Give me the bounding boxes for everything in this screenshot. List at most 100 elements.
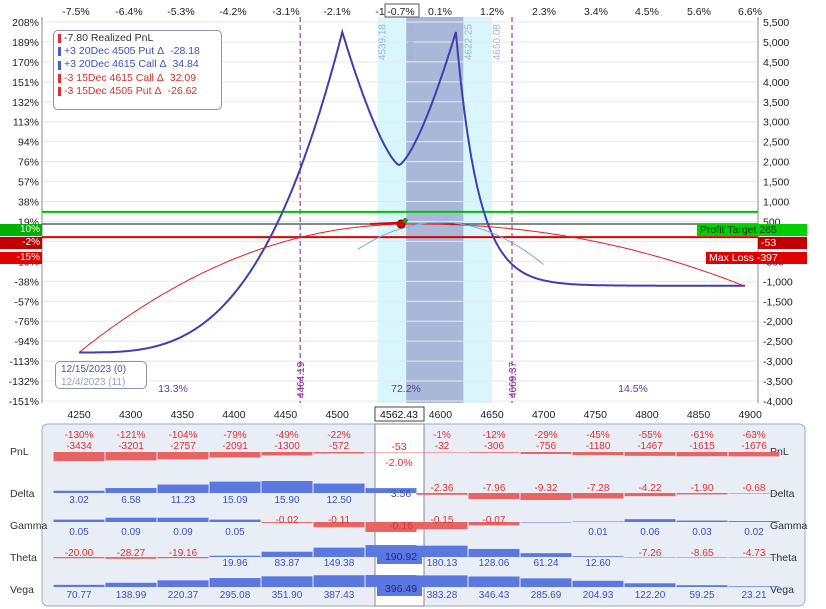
vega-bar [676,585,728,587]
right-axis-label: 5,500 [763,17,789,29]
delta-bar [313,483,365,493]
vega-bar [105,582,157,587]
gamma-value: 0.05 [69,527,89,538]
top-pct-label: -5.3% [167,6,194,18]
gamma-bar [520,522,572,523]
greek-row-label: Gamma [10,520,48,532]
x-current-box [374,406,425,422]
theta-bar [313,547,365,557]
gamma-bar [365,522,417,532]
vega-value: 70.77 [66,590,91,601]
pnl-pct-value: -22% [327,430,350,441]
top-pct-label: -1 [375,6,384,18]
legend-swatch [58,73,61,83]
legend-delta: 32.09 [169,71,197,84]
pnl-chart[interactable]: -7.5% -6.4% -5.3% -4.2% -3.1% -2.1% -1 -0.7% 0.1… [0,0,826,425]
pnl-bar [209,452,261,458]
vega-bar [157,580,209,587]
top-pct-label: -4.2% [219,6,246,18]
pnl-bar [624,452,676,456]
x-tick-label: 4500 [325,409,349,421]
zone-pct-label: 14.5% [618,383,648,395]
delta-bar [468,493,520,500]
pnl-bar [572,452,624,456]
x-tick-label: 4250 [67,409,91,421]
top-pct-label: -0.7% [387,6,414,18]
delta-value: 15.09 [222,495,247,506]
pnl-bar [416,452,468,453]
vega-bar [209,578,261,587]
vega-value: 351.90 [272,590,303,601]
current-delta: 3.56 [391,488,412,500]
pnl-pct-value: -130% [65,430,94,441]
vega-bar [624,583,676,587]
pnl-bar [728,452,780,457]
gamma-value: -0.11 [328,515,350,526]
delta-value: -2.36 [431,483,454,494]
delta-bar [572,493,624,499]
theta-bar [572,556,624,557]
greek-row-label: Delta [10,488,35,500]
legend-position: -3 15Dec 4505 Put Δ [64,84,162,97]
vega-bar [520,578,572,587]
gamma-value: 0.06 [640,527,660,538]
right-axis-label: -2,500 [763,336,793,348]
current-pnl-pct: -2.0% [385,457,412,469]
theta-bar [365,545,417,557]
pnl-pct-value: -79% [223,430,246,441]
gamma-bar [313,522,365,528]
left-axis-label: 57% [18,177,39,189]
vega-value: 204.93 [583,590,614,601]
pnl-bar [105,452,157,461]
date-primary: 12/15/2023 (0) [61,364,127,375]
pnl-pct-value: -63% [742,430,765,441]
gamma-bar [728,521,780,522]
right-axis-label: 1,000 [763,197,789,209]
delta-bar [365,488,417,493]
delta-value: 11.23 [171,495,196,506]
band-label: 4539.18 [378,24,389,61]
delta-value: 12.50 [326,495,351,506]
current-gamma: -0.16 [389,520,413,532]
theta-value: 12.60 [585,558,610,569]
gamma-value: -0.15 [431,515,454,526]
delta-bar [209,481,261,493]
gamma-bar [157,517,209,522]
vega-bar [416,575,468,587]
gamma-value: -0.07 [483,515,506,526]
legend-position: -7.80 Realized PnL [64,32,154,44]
theta-value: 19.96 [222,558,247,569]
theta-bar [53,557,105,559]
delta-bar [261,481,313,493]
theta-value: 149.38 [324,558,355,569]
pnl-value: -1676 [741,441,767,452]
left-axis-label: -151% [9,396,39,408]
delta-value: -9.32 [535,483,558,494]
gamma-bar [676,520,728,522]
legend-position: +3 20Dec 4505 Put Δ [64,45,165,58]
vega-value: 346.43 [479,590,510,601]
theta-bar [261,551,313,557]
date-secondary: 12/4/2023 (11) [61,377,126,388]
top-pct-label: 6.6% [738,6,762,18]
pnl-pct-value: -12% [482,430,505,441]
theta-bar [728,557,780,558]
vega-bar [572,580,624,587]
x-tick-label: 4450 [274,409,298,421]
breakeven-label: 4464.19 [296,361,307,398]
gamma-value: 0.09 [121,527,141,538]
x-current-label: 4562.43 [380,409,418,421]
x-tick-label: 4800 [635,409,659,421]
legend-row: -3 15Dec 4615 Call Δ 32.09 [58,72,221,85]
vega-value: 220.37 [168,590,199,601]
vega-value: 59.25 [689,590,714,601]
left-axis-label: 132% [12,97,39,109]
top-pct-label: -6.4% [115,6,142,18]
vega-bar [365,575,417,587]
greek-row-label-right: Theta [770,552,797,564]
delta-value: -7.96 [483,483,506,494]
theta-bar [676,557,728,558]
left-axis-label: 189% [12,37,39,49]
delta-bar [157,484,209,493]
legend-swatch [58,47,61,57]
